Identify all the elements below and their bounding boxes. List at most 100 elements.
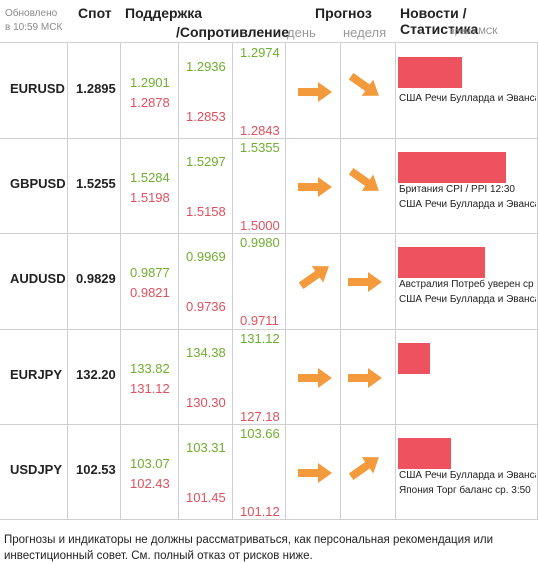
column-divider	[285, 43, 286, 139]
column-divider	[340, 423, 341, 519]
currency-pair: AUDUSD	[10, 271, 66, 287]
support-header: Поддержка	[125, 5, 203, 21]
column-divider	[395, 138, 396, 234]
resistance-level-3: 1.5000	[240, 218, 280, 234]
column-divider	[232, 233, 233, 329]
column-divider	[178, 328, 179, 424]
column-divider	[67, 43, 68, 139]
arrow-right-icon	[296, 174, 334, 200]
column-divider	[340, 328, 341, 424]
spot-price: 1.2895	[76, 81, 116, 96]
news-item: Британия CPI / PPI 12:30	[399, 184, 515, 196]
news-impact-bar	[398, 342, 430, 374]
support-level-2: 1.5297	[186, 154, 226, 170]
resistance-level-1: 1.5198	[130, 190, 170, 206]
spot-price: 102.53	[76, 461, 116, 477]
support-level-1: 1.5284	[130, 170, 170, 186]
table-row: EURUSD 1.2895 1.2901 1.2878 1.2936 1.2853 1.29…	[0, 43, 538, 140]
column-divider	[67, 233, 68, 329]
column-divider	[395, 233, 396, 329]
column-divider	[285, 423, 286, 519]
column-divider	[120, 328, 121, 424]
resistance-level-3: 101.12	[240, 503, 280, 519]
resistance-header: /Сопротивление	[176, 24, 289, 40]
resistance-level-3: 1.2843	[240, 123, 280, 138]
resistance-level-3: 127.18	[240, 408, 280, 424]
spot-price: 1.5255	[76, 176, 116, 192]
resistance-level-1: 131.12	[130, 380, 170, 396]
column-divider	[232, 43, 233, 139]
resistance-level-1: 0.9821	[130, 285, 170, 301]
support-level-3: 1.5355	[240, 140, 280, 156]
arrow-up-right-icon	[296, 263, 334, 290]
support-level-1: 1.2901	[130, 75, 170, 90]
support-level-3: 0.9980	[240, 235, 280, 251]
column-divider	[285, 233, 286, 329]
support-level-1: 103.07	[130, 455, 170, 471]
column-divider	[340, 138, 341, 234]
table-row: USDJPY 102.53 103.07 102.43 103.31 101.45 103.…	[0, 423, 538, 520]
column-divider	[178, 233, 179, 329]
column-divider	[67, 423, 68, 519]
arrow-right-icon	[346, 269, 384, 295]
resistance-level-1: 102.43	[130, 475, 170, 491]
column-divider	[395, 43, 396, 139]
time-msk-label: время МСК	[450, 26, 498, 36]
news-impact-bar	[398, 57, 462, 88]
support-level-2: 1.2936	[186, 59, 226, 74]
news-item: США Речи Булларда и Эванса	[399, 294, 536, 306]
arrow-down-right-icon	[346, 72, 384, 99]
news-item: США Речи Булларда и Эванса	[399, 469, 536, 481]
resistance-level-2: 1.5158	[186, 204, 226, 220]
currency-pair: EURJPY	[10, 366, 63, 382]
news-impact-bar	[398, 247, 485, 279]
resistance-level-2: 101.45	[186, 489, 226, 505]
column-divider	[178, 423, 179, 519]
spot-header: Спот	[78, 5, 112, 21]
column-divider	[67, 138, 68, 234]
updated-time: Обновлено в 10:59 МСК	[5, 8, 63, 33]
forecast-table: EURUSD 1.2895 1.2901 1.2878 1.2936 1.2853 1.29…	[0, 42, 538, 520]
spot-price: 132.20	[76, 366, 116, 382]
currency-pair: USDJPY	[10, 461, 63, 477]
support-level-3: 131.12	[240, 330, 280, 346]
table-row: GBPUSD 1.5255 1.5284 1.5198 1.5297 1.5158 1.53…	[0, 138, 538, 235]
arrow-down-right-icon	[346, 168, 384, 194]
news-item: США Речи Булларда и Эванса	[399, 93, 536, 104]
arrow-right-icon	[296, 79, 334, 105]
disclaimer: Прогнозы и индикаторы не должны рассматр…	[4, 534, 494, 562]
support-level-2: 134.38	[186, 344, 226, 360]
support-level-3: 103.66	[240, 425, 280, 441]
column-divider	[67, 328, 68, 424]
spot-price: 0.9829	[76, 271, 116, 287]
currency-pair: EURUSD	[10, 81, 65, 96]
column-divider	[120, 233, 121, 329]
resistance-level-2: 1.2853	[186, 109, 226, 124]
column-divider	[232, 423, 233, 519]
forecast-header: Прогноз	[315, 5, 372, 21]
support-level-1: 0.9877	[130, 265, 170, 281]
column-divider	[120, 138, 121, 234]
resistance-level-2: 130.30	[186, 394, 226, 410]
support-level-3: 1.2974	[240, 45, 280, 60]
table-row: EURJPY 132.20 133.82 131.12 134.38 130.30 131.…	[0, 328, 538, 425]
column-divider	[285, 138, 286, 234]
currency-pair: GBPUSD	[10, 176, 66, 192]
news-item: Австралия Потреб уверен ср	[399, 279, 534, 291]
news-impact-bar	[398, 437, 451, 469]
resistance-level-3: 0.9711	[240, 313, 279, 329]
news-impact-bar	[398, 152, 506, 184]
forecast-day-header: день	[287, 25, 316, 40]
news-item: США Речи Булларда и Эванса	[399, 199, 536, 211]
news-header: Новости / Статистика	[400, 5, 479, 37]
column-divider	[340, 233, 341, 329]
column-divider	[395, 423, 396, 519]
table-header: Обновлено в 10:59 МСК Спот Поддержка /Со…	[0, 0, 538, 42]
column-divider	[178, 138, 179, 234]
news-item: Япония Торг баланс ср. 3:50	[399, 484, 531, 496]
column-divider	[395, 328, 396, 424]
arrow-right-icon	[296, 365, 334, 391]
column-divider	[232, 138, 233, 234]
resistance-level-2: 0.9736	[186, 299, 226, 315]
resistance-level-1: 1.2878	[130, 95, 170, 110]
